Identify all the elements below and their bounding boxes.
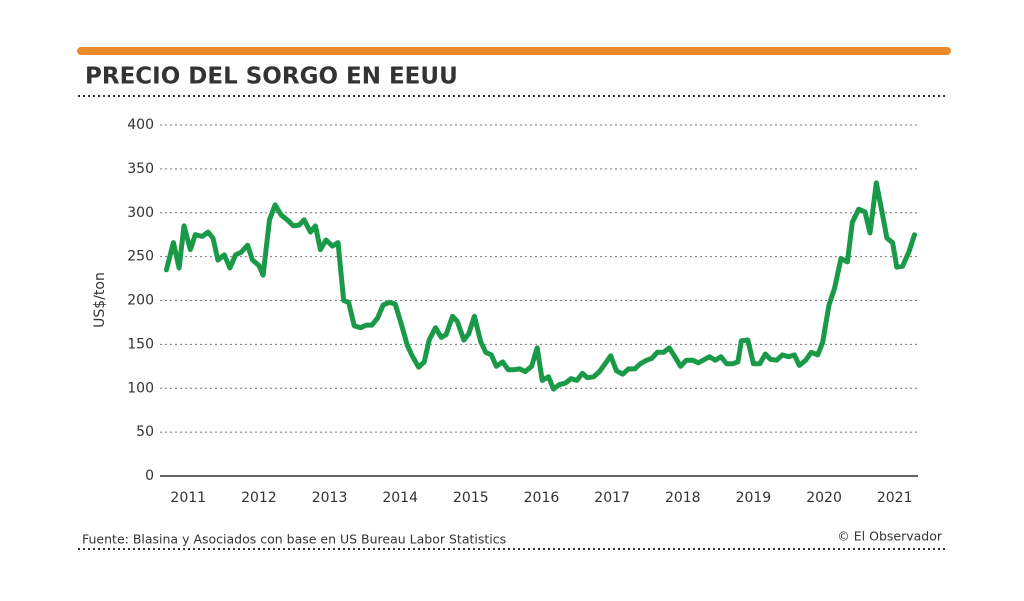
data-line: [163, 180, 917, 392]
x-tick-label: 2012: [241, 490, 277, 506]
x-tick-label: 2016: [524, 490, 560, 506]
x-tick-label: 2018: [665, 490, 701, 506]
x-tick-label: 2019: [736, 490, 772, 506]
y-tick-label: 300: [127, 205, 154, 221]
x-tick-label: 2020: [806, 490, 842, 506]
chart-title: PRECIO DEL SORGO EN EEUU: [85, 64, 458, 90]
x-tick-label: 2017: [594, 490, 630, 506]
x-tick-label: 2013: [312, 490, 348, 506]
y-axis-label: US$/ton: [92, 272, 108, 328]
y-tick-label: 400: [127, 117, 154, 133]
y-tick-label: 100: [127, 380, 154, 396]
y-tick-label: 250: [127, 249, 154, 265]
x-tick-label: 2021: [877, 490, 913, 506]
y-tick-label: 0: [145, 468, 154, 484]
source: Fuente: Blasina y Asociados con base en …: [82, 532, 506, 547]
x-tick-label: 2014: [382, 490, 418, 506]
x-tick-label: 2015: [453, 490, 489, 506]
y-tick-label: 350: [127, 161, 154, 177]
y-tick-label: 200: [127, 293, 154, 309]
x-tick-label: 2011: [170, 490, 206, 506]
y-tick-label: 50: [136, 424, 154, 440]
top-bar: [77, 47, 951, 55]
credit: © El Observador: [837, 529, 943, 544]
y-tick-label: 150: [127, 336, 154, 352]
